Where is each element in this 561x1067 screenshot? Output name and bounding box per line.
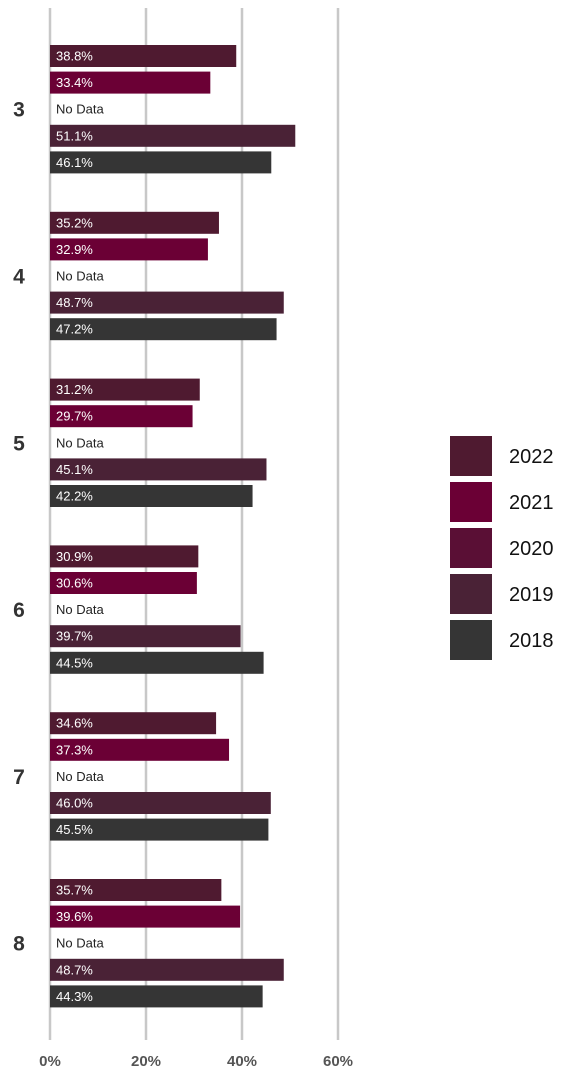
bar-value-label: 35.2% (56, 215, 93, 230)
bar-value-label: No Data (56, 269, 104, 284)
bar-value-label: 32.9% (56, 242, 93, 257)
x-tick-label: 40% (227, 1053, 257, 1067)
bar-value-label: No Data (56, 102, 104, 117)
category-label: 8 (13, 933, 25, 956)
category-label: 7 (13, 766, 25, 789)
bar (50, 818, 269, 841)
bar-value-label: 48.7% (56, 295, 93, 310)
gridlines (48, 8, 340, 1040)
bar (50, 458, 267, 481)
bar-value-label: No Data (56, 936, 104, 951)
bar (50, 572, 197, 594)
legend-swatch (450, 574, 492, 614)
bar (50, 45, 237, 67)
bar (50, 238, 208, 261)
bar-value-label: 39.7% (56, 629, 93, 644)
bar (50, 124, 296, 147)
x-tick-label: 20% (131, 1053, 161, 1067)
category-label: 6 (13, 599, 25, 622)
legend-label: 2022 (509, 446, 554, 468)
bar (50, 625, 241, 648)
legend: 2022 2021 2020 2019 2018 (450, 436, 554, 660)
bar (50, 905, 241, 928)
bar (50, 318, 277, 341)
legend-label: 2020 (509, 538, 554, 560)
bar (50, 151, 272, 174)
bar-value-label: 38.8% (56, 49, 93, 64)
bar-value-label: 48.7% (56, 962, 93, 977)
category-label: 5 (13, 432, 25, 455)
bar-value-label: 45.5% (56, 822, 93, 837)
bar (50, 378, 200, 401)
bar-value-label: 46.0% (56, 796, 93, 811)
bar-value-label: 39.6% (56, 909, 93, 924)
bars: 38.8% 33.4% No Data 51.1% 46.1% 35.2% 32.9% No … (50, 45, 296, 1008)
legend-swatch (450, 482, 492, 522)
legend-swatch (450, 436, 492, 476)
bar-value-label: 33.4% (56, 75, 93, 90)
legend-label: 2019 (509, 584, 554, 606)
bar-value-label: 30.6% (56, 576, 93, 591)
x-axis-tick-labels: 0% 20% 40% 60% (39, 1053, 353, 1067)
legend-label: 2018 (509, 630, 554, 652)
bar-value-label: 30.9% (56, 549, 93, 564)
bar-value-label: No Data (56, 435, 104, 450)
bar (50, 879, 222, 901)
category-label: 3 (13, 99, 25, 122)
bar-value-label: 35.7% (56, 883, 93, 898)
bar-value-label: 34.6% (56, 716, 93, 731)
bar-value-label: 29.7% (56, 409, 93, 424)
bar-value-label: 45.1% (56, 462, 93, 477)
bar (50, 71, 211, 94)
bar-value-label: 37.3% (56, 742, 93, 757)
bar (50, 291, 284, 314)
bar-value-label: 31.2% (56, 382, 93, 397)
bar-value-label: 46.1% (56, 155, 93, 170)
bar (50, 485, 253, 507)
bar-value-label: 44.5% (56, 655, 93, 670)
bar (50, 958, 284, 981)
bar-value-label: 44.3% (56, 989, 93, 1004)
x-tick-label: 0% (39, 1053, 61, 1067)
bar (50, 211, 219, 234)
bar (50, 712, 217, 735)
legend-label: 2021 (509, 492, 554, 514)
bar-value-label: 51.1% (56, 128, 93, 143)
bar (50, 651, 264, 674)
category-label: 4 (13, 266, 25, 289)
legend-swatch (450, 528, 492, 568)
x-tick-label: 60% (323, 1053, 353, 1067)
bar-value-label: 42.2% (56, 489, 93, 504)
legend-swatch (450, 620, 492, 660)
bar-value-label: 47.2% (56, 322, 93, 337)
category-labels: 3 4 5 6 7 8 (13, 99, 25, 956)
bar (50, 738, 230, 761)
bar-value-label: No Data (56, 602, 104, 617)
bar (50, 405, 193, 428)
bar (50, 792, 271, 814)
bar (50, 985, 263, 1008)
bar-value-label: No Data (56, 769, 104, 784)
bar (50, 545, 199, 568)
